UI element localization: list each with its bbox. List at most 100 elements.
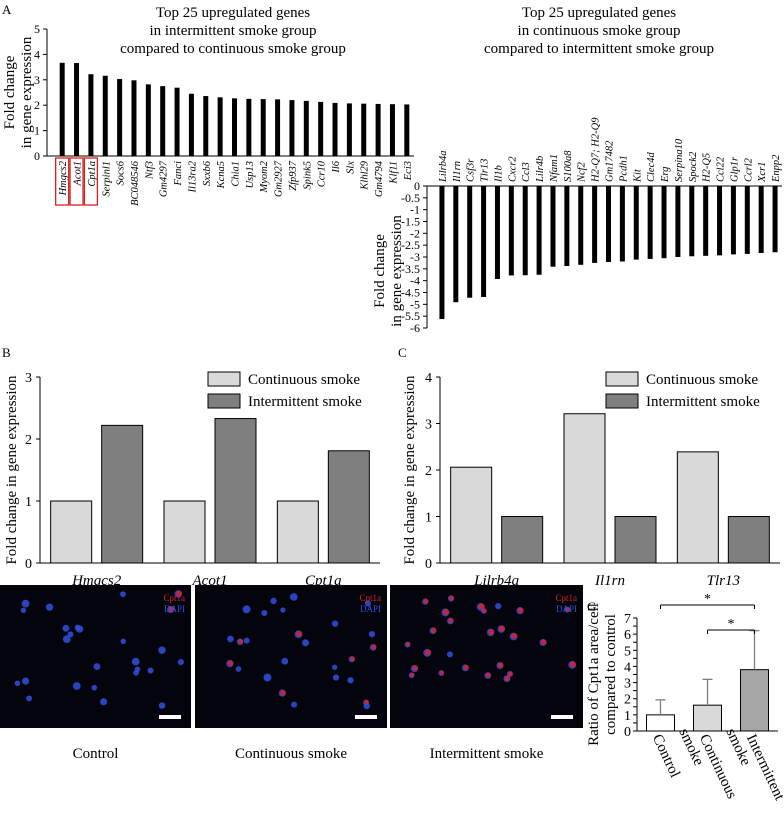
e-nucleus-dapi xyxy=(261,609,268,617)
d-nucleus-dapi xyxy=(158,702,166,709)
f-cpt1a-signal xyxy=(488,629,495,635)
panel-letter-g: G xyxy=(587,599,596,614)
a2-bar-glp1r xyxy=(730,186,736,255)
a2-tick-label-tlr13: Tlr13 xyxy=(480,159,491,182)
a2-tick-label-clec4d: Clec4d xyxy=(646,152,657,182)
a2-bar-kit xyxy=(633,186,639,260)
a2-tick-label-cxcr2: Cxcr2 xyxy=(507,156,518,182)
a1-bar-il13ra2 xyxy=(188,93,194,156)
a2-y-tick-label-2: -2 xyxy=(410,226,420,240)
a2-title-line-1: in continuous smoke group xyxy=(518,23,681,39)
f-cpt1a-signal xyxy=(504,675,511,681)
a2-y-tick-label-4: -4 xyxy=(410,274,420,288)
d-nucleus-dapi xyxy=(26,695,33,702)
c-legend-swatch-intermittent-smoke xyxy=(605,393,639,409)
d-nucleus-dapi xyxy=(147,667,154,674)
g-y-tick-label-5: 5 xyxy=(624,644,631,659)
a2-bar-erg xyxy=(661,186,667,259)
c-y-tick-label-1: 1 xyxy=(425,511,432,526)
a2-tick-label-il1b: Il1b xyxy=(493,165,504,183)
a1-y-tick-label-2: 2 xyxy=(34,98,40,112)
b-y-tick-label-0: 0 xyxy=(25,557,32,572)
a2-y-tick-label-2-5: -2.5 xyxy=(401,238,420,252)
d-nucleus-dapi xyxy=(74,624,81,631)
c-legend-label-intermittent-smoke: Intermittent smoke xyxy=(646,394,760,410)
c-bar-lilrb4a-continuous-smoke xyxy=(450,466,493,564)
e-cpt1a-signal xyxy=(238,638,244,644)
e-channel-label-dapi: DAPI xyxy=(360,604,381,614)
e-cpt1a-signal xyxy=(364,699,369,705)
a2-y-tick-label-5-5: -5.5 xyxy=(401,309,420,323)
a1-bar-socs6 xyxy=(117,79,123,156)
a1-bar-fanci xyxy=(174,87,180,156)
a1-bar-eci3 xyxy=(404,104,410,156)
f-nucleus-dapi xyxy=(446,651,453,658)
c-y-tick-label-2: 2 xyxy=(425,464,432,479)
d-nucleus-dapi xyxy=(177,658,184,666)
a1-tick-label-cpt1a: Cpt1a xyxy=(87,161,98,187)
d-nucleus-dapi xyxy=(93,663,101,670)
f-nucleus-dapi xyxy=(495,602,502,610)
a2-tick-label-spock2: Spock2 xyxy=(688,151,699,182)
a2-y-tick-label-6: -6 xyxy=(410,321,420,335)
a1-bar-zfp937 xyxy=(289,100,295,156)
b-bar-acot1-continuous-smoke xyxy=(163,500,206,564)
a1-highlight-box-acot1 xyxy=(69,157,84,206)
a1-tick-label-gm4794: Gm4794 xyxy=(374,160,385,197)
g-tick-label-control: Control xyxy=(649,732,683,780)
a2-bar-clec4d xyxy=(647,186,653,259)
f-cpt1a-signal xyxy=(449,595,454,601)
a1-tick-label-slx: Slx xyxy=(345,161,356,174)
a1-tick-label-ccr10: Ccr10 xyxy=(317,160,328,187)
a1-tick-label-hmgcs2: Hmgcs2 xyxy=(58,160,69,196)
d-nucleus-dapi xyxy=(14,680,21,687)
a2-tick-label-pcdh1: Pcdh1 xyxy=(618,155,629,183)
f-cpt1a-signal xyxy=(423,598,429,604)
e-nucleus-dapi xyxy=(331,664,338,670)
a2-tick-label-h2-q7-h2-q9: H2-Q7; H2-Q9 xyxy=(591,117,602,183)
chart-a-intermittent-upregulated: Top 25 upregulated genes in intermittent … xyxy=(2,5,414,206)
a2-tick-label-serpina10: Serpina10 xyxy=(674,138,685,182)
a1-tick-label-sxxb6: Sxxb6 xyxy=(202,160,213,186)
d-nucleus-dapi xyxy=(72,682,81,690)
f-cpt1a-signal xyxy=(412,665,418,671)
a2-tick-label-kit: Kit xyxy=(632,168,643,183)
d-nucleus-dapi xyxy=(62,635,71,643)
a1-y-label-line-1: in gene expression xyxy=(19,36,35,148)
a2-y-tick-label-5: -5 xyxy=(410,297,420,311)
e-nucleus-dapi xyxy=(243,637,250,644)
a1-tick-label-spink5: Spink5 xyxy=(302,161,313,190)
f-cpt1a-signal xyxy=(439,670,445,675)
d-nucleus-dapi xyxy=(131,657,140,666)
c-tick-label-tlr13: Tlr13 xyxy=(707,573,740,589)
f-cpt1a-signal xyxy=(499,625,505,632)
a2-tick-label-s100a8: S100a8 xyxy=(563,150,574,182)
g-y-tick-label-6: 6 xyxy=(624,628,631,643)
a2-bar-h2-q7-h2-q9 xyxy=(592,186,598,263)
b-y-tick-label-1: 1 xyxy=(25,495,32,510)
f-cpt1a-signal xyxy=(463,664,469,671)
g-bar-continuous-smoke xyxy=(693,704,722,732)
a1-y-tick-label-4: 4 xyxy=(34,47,40,61)
g-y-tick-label-0: 0 xyxy=(624,725,631,740)
panel-letter-a: A xyxy=(2,2,12,17)
g-y-tick-label-1: 1 xyxy=(624,709,631,724)
b-legend-label-continuous-smoke: Continuous smoke xyxy=(248,372,360,388)
e-nucleus-dapi xyxy=(235,666,242,672)
a2-tick-label-ccrl2: Ccrl2 xyxy=(743,157,754,182)
d-nucleus-dapi xyxy=(100,698,108,706)
e-cpt1a-signal xyxy=(350,656,355,662)
g-y-tick-label-3: 3 xyxy=(624,677,631,692)
d-nucleus-dapi xyxy=(120,591,126,598)
g-significance-star-0: * xyxy=(704,592,711,607)
a2-tick-label-ccl3: Ccl3 xyxy=(521,162,532,182)
a2-tick-label-csf3r: Csf3r xyxy=(466,158,477,182)
g-significance-star-1: * xyxy=(728,617,735,632)
a2-y-tick-label-1-5: -1.5 xyxy=(401,215,420,229)
b-legend-swatch-continuous-smoke xyxy=(207,371,241,387)
a2-bar-nfam1 xyxy=(550,186,556,267)
g-y-label-line-0: Ratio of Cpt1a area/cell xyxy=(586,603,602,746)
a2-bar-lilrb4a xyxy=(439,186,445,320)
